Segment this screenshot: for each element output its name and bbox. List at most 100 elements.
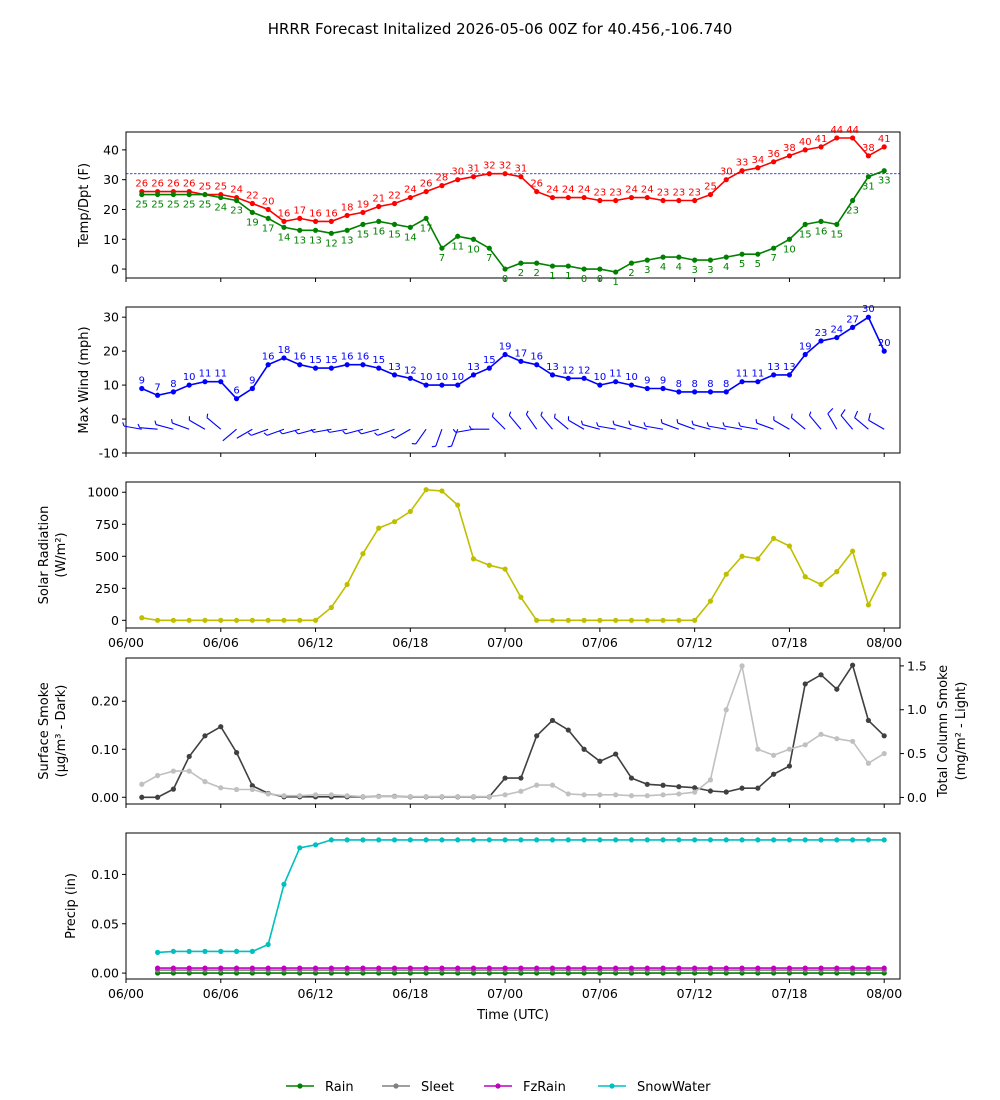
data-point — [881, 168, 887, 174]
data-point — [328, 837, 334, 843]
data-point — [297, 215, 303, 222]
series-line — [157, 839, 885, 954]
data-label: 25 — [214, 182, 227, 193]
y-right-tick-label: 1.5 — [907, 658, 927, 673]
data-point — [518, 775, 524, 781]
data-label: 25 — [704, 182, 717, 193]
data-point — [628, 617, 635, 623]
wind-barb-feather — [660, 419, 663, 424]
data-point — [170, 786, 176, 792]
data-label: 1 — [565, 271, 571, 282]
data-point — [360, 837, 366, 843]
data-point — [391, 200, 398, 207]
data-point — [692, 389, 698, 395]
data-point — [534, 733, 540, 739]
data-label: 25 — [151, 200, 164, 211]
data-point — [755, 785, 761, 791]
data-point — [186, 617, 192, 623]
data-point — [502, 965, 508, 971]
data-point — [233, 750, 240, 756]
data-label: 15 — [799, 229, 812, 240]
wind-barb-feather — [643, 422, 646, 427]
x-axis-label: Time (UTC) — [476, 1008, 549, 1023]
data-label: 23 — [609, 188, 622, 199]
data-point — [328, 965, 334, 971]
data-label: 19 — [499, 342, 512, 353]
data-point — [818, 965, 824, 971]
data-point — [723, 254, 729, 260]
data-point — [202, 948, 208, 954]
wind-barb-shaft — [756, 422, 774, 430]
y-tick-label: 750 — [95, 517, 119, 532]
wind-barb-feather — [247, 432, 252, 436]
data-point — [755, 837, 761, 843]
y-tick-label: 20 — [103, 202, 119, 217]
data-label: 3 — [691, 265, 697, 276]
y-right-axis-unit: (mg/m² - Light) — [954, 682, 969, 781]
data-label: 10 — [183, 372, 196, 383]
series-snowwater — [154, 837, 887, 955]
data-point — [423, 837, 429, 843]
wind-barb-feather — [808, 411, 812, 416]
data-label: 23 — [594, 188, 607, 199]
x-tick-label: 07/06 — [582, 635, 618, 650]
data-point — [312, 227, 319, 233]
data-point — [597, 266, 603, 272]
data-label: 8 — [170, 379, 176, 390]
data-point — [534, 782, 540, 788]
data-point — [518, 260, 524, 266]
data-point — [834, 837, 840, 843]
data-point — [581, 375, 587, 381]
data-point — [486, 965, 492, 971]
data-point — [771, 245, 777, 251]
wind-barb-shaft — [677, 422, 695, 430]
data-point — [218, 617, 224, 623]
wind-barb-shaft — [222, 428, 237, 442]
wind-barb-shaft — [313, 428, 332, 433]
data-point — [360, 793, 366, 800]
data-label: 15 — [388, 229, 401, 240]
data-point — [597, 758, 603, 764]
data-point — [628, 260, 635, 266]
data-point — [771, 372, 777, 378]
data-point — [360, 362, 366, 368]
data-label: 36 — [767, 149, 780, 160]
data-point — [613, 965, 619, 971]
series-line — [141, 662, 885, 798]
data-point — [470, 965, 477, 971]
data-point — [850, 837, 856, 843]
data-label: 3 — [644, 265, 650, 276]
data-label: 22 — [388, 191, 401, 202]
data-point — [470, 174, 477, 180]
y-tick-label: 30 — [103, 172, 119, 187]
x-tick-label: 08/00 — [866, 986, 902, 1001]
data-point — [881, 144, 887, 150]
data-point — [549, 965, 556, 971]
series-line — [141, 169, 885, 273]
data-point — [786, 543, 793, 549]
data-label: 13 — [309, 235, 322, 246]
data-point — [297, 965, 303, 971]
data-point — [502, 351, 508, 358]
wind-barb-shaft — [868, 419, 885, 430]
x-tick-label: 06/06 — [203, 635, 239, 650]
data-point — [549, 372, 556, 378]
data-point — [834, 965, 840, 971]
y-axis-label: Solar Radiation — [37, 506, 52, 605]
data-label: 31 — [467, 164, 480, 175]
data-label: 3 — [707, 265, 713, 276]
data-label: 44 — [846, 125, 859, 136]
data-label: 24 — [625, 185, 638, 196]
data-label: 16 — [262, 352, 275, 363]
legend-swatch-marker — [297, 1083, 303, 1089]
data-point — [644, 781, 650, 787]
data-point — [328, 230, 334, 236]
data-point — [613, 792, 619, 798]
wind-barb-shaft — [568, 419, 585, 430]
data-label: 25 — [135, 200, 148, 211]
data-point — [786, 965, 793, 971]
data-point — [312, 617, 319, 623]
data-point — [644, 617, 650, 623]
data-point — [360, 551, 366, 557]
